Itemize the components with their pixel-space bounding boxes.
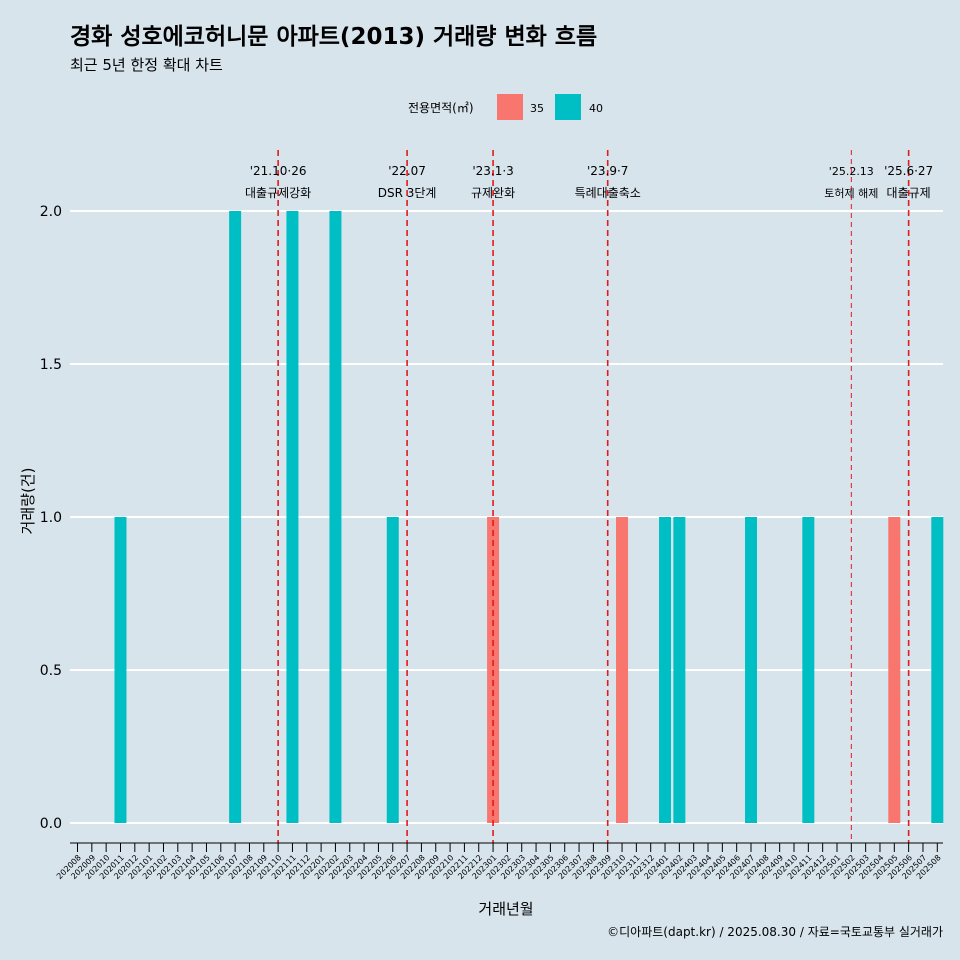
y-tick-label: 1.5	[40, 357, 62, 373]
legend: 전용면적(㎡) 35 40	[408, 94, 603, 120]
bar-35-202505	[888, 517, 901, 823]
bar-40-202111	[286, 211, 299, 823]
x-axis-title: 거래년월	[478, 900, 533, 918]
y-tick-label: 2.0	[40, 204, 62, 220]
event-label-202502: 토허제 해제	[824, 186, 878, 200]
chart-title: 경화 성호에코허니문 아파트(2013) 거래량 변화 흐름	[70, 24, 597, 50]
bar-40-202202	[329, 211, 342, 823]
event-label-202207: DSR 3단계	[378, 186, 437, 200]
legend-swatch-35	[497, 94, 523, 120]
legend-label-35: 35	[530, 102, 544, 115]
bar-40-202411	[802, 517, 815, 823]
bar-40-202107	[229, 211, 242, 823]
bar-40-202011	[114, 517, 127, 823]
event-label-202506: 대출규제	[887, 186, 931, 200]
y-tick-label: 0.5	[40, 663, 62, 679]
event-date-202207: '22.07	[388, 164, 426, 178]
y-axis: 0.0 0.5 1.0 1.5 2.0	[40, 204, 62, 832]
event-label-202301: 규제완화	[471, 186, 515, 200]
event-label-202309: 특례대출축소	[575, 186, 641, 200]
y-tick-label: 1.0	[40, 510, 62, 526]
legend-title: 전용면적(㎡)	[408, 101, 474, 115]
legend-label-40: 40	[589, 102, 603, 115]
legend-swatch-40	[555, 94, 581, 120]
event-label-202110: 대출규제강화	[245, 186, 311, 200]
event-date-202110: '21.10·26	[250, 164, 307, 178]
bar-40-202206	[386, 517, 399, 823]
bar-35-202310	[616, 517, 629, 823]
event-markers: '21.10·26 대출규제강화 '22.07 DSR 3단계 '23.1·3 규제완화 '…	[245, 150, 933, 843]
bar-40-202401	[659, 517, 672, 823]
event-date-202301: '23.1·3	[472, 164, 513, 178]
y-tick-label: 0.0	[40, 816, 62, 832]
chart-subtitle: 최근 5년 한정 확대 차트	[70, 56, 223, 74]
event-date-202502: '25.2.13	[829, 165, 874, 178]
event-date-202309: '23.9·7	[587, 164, 628, 178]
bar-40-202508	[931, 517, 944, 823]
chart-caption: ©디아파트(dapt.kr) / 2025.08.30 / 자료=국토교통부 실…	[607, 925, 943, 939]
grid	[70, 210, 943, 824]
x-axis: 2020082020092020102020112020122021012021…	[55, 842, 943, 881]
bar-40-202407	[745, 517, 758, 823]
event-date-202506: '25.6·27	[884, 164, 933, 178]
y-axis-title: 거래량(건)	[19, 468, 37, 535]
bar-40-202402	[673, 517, 686, 823]
